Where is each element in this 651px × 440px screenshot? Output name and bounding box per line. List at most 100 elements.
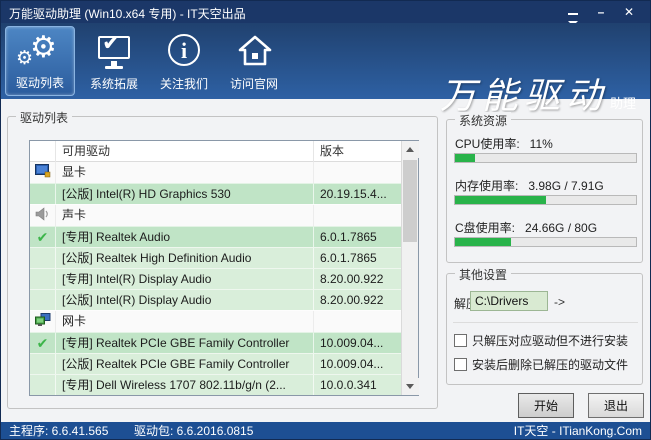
cpu-usage-label: CPU使用率: 11% — [455, 137, 553, 151]
list-body: 显卡 [公版] Intel(R) HD Graphics 530 20.19.1… — [30, 162, 401, 396]
driver-name: [公版] Realtek PCIe GBE Family Controller — [56, 353, 314, 374]
toolbar-item-follow-us[interactable]: i 关注我们 — [149, 26, 219, 96]
driver-name: [公版] Intel(R) Display Audio — [56, 290, 314, 311]
toolbar-item-label: 关注我们 — [159, 77, 208, 91]
driver-row[interactable]: [公版] Realtek High Definition Audio 6.0.1… — [30, 246, 401, 268]
browse-button[interactable]: -> — [554, 295, 566, 309]
logo-main-text: 万能驱动 — [439, 76, 608, 117]
row-status-cell — [30, 290, 56, 311]
delete-after-install-checkbox[interactable]: 安装后删除已解压的驱动文件 — [454, 356, 628, 373]
driver-name: [专用] Intel(R) Display Audio — [56, 268, 314, 290]
gpu-icon — [30, 162, 56, 184]
toolbar: ⚙ ⚙ 驱动列表 ✔ 系统拓展 i 关注我们 — [1, 23, 650, 117]
start-button[interactable]: 开始 — [518, 393, 574, 418]
toolbar-item-visit-website[interactable]: 访问官网 — [219, 26, 289, 96]
check-icon: ✔ — [30, 226, 56, 247]
cpu-usage-value: 11% — [529, 137, 553, 151]
row-status-cell — [30, 268, 56, 290]
arrow-up-icon — [406, 147, 414, 152]
driver-list-group-title: 驱动列表 — [16, 109, 73, 126]
driver-pack-version: 驱动包: 6.6.2016.0815 — [134, 424, 254, 438]
header-version[interactable]: 版本 — [320, 144, 345, 158]
scrollbar-thumb[interactable] — [403, 160, 417, 242]
driver-row[interactable]: [专用] Intel(R) Display Audio 8.20.00.922 — [30, 267, 401, 290]
version-cell — [314, 311, 401, 331]
version-cell — [314, 205, 401, 225]
network-icon — [30, 311, 56, 332]
cdisk-usage-label: C盘使用率: 24.66G / 80G — [455, 221, 598, 235]
speaker-icon — [30, 205, 56, 226]
category-label: 声卡 — [56, 205, 314, 226]
separator — [453, 322, 638, 323]
driver-list-group: 驱动列表 — [7, 109, 438, 409]
info-circle-icon: i — [149, 30, 219, 76]
exit-button[interactable]: 退出 — [588, 393, 644, 418]
category-row-network[interactable]: 网卡 — [30, 310, 401, 332]
version-cell — [314, 162, 401, 183]
driver-row[interactable]: ✔ [专用] Realtek PCIe GBE Family Controlle… — [30, 331, 401, 353]
row-status-cell — [30, 353, 56, 374]
driver-row[interactable]: [专用] Dell Wireless 1707 802.11b/g/n (2..… — [30, 373, 401, 396]
version-cell: 10.0.0.341 — [320, 377, 377, 392]
header-available-drivers[interactable]: 可用驱动 — [56, 141, 314, 162]
title-bar: 万能驱动助理 (Win10.x64 专用) - IT天空出品 – ✕ — [1, 1, 650, 26]
checkbox-icon — [454, 358, 467, 371]
checkbox-icon — [454, 334, 467, 347]
version-cell: 10.009.04... — [320, 356, 384, 371]
brand-logo: 万能驱动 助理 — [440, 67, 636, 119]
system-resources-title: 系统资源 — [455, 112, 512, 129]
cpu-usage-bar — [454, 153, 637, 163]
driver-name: [公版] Realtek High Definition Audio — [56, 247, 314, 268]
row-status-cell — [30, 184, 56, 205]
toolbar-item-driver-list[interactable]: ⚙ ⚙ 驱动列表 — [5, 26, 75, 96]
skin-menu-button[interactable] — [562, 4, 584, 26]
version-cell: 8.20.00.922 — [320, 293, 384, 308]
list-scrollbar[interactable] — [401, 141, 419, 395]
version-cell: 8.20.00.922 — [320, 271, 384, 286]
minimize-button[interactable]: – — [597, 5, 605, 19]
header-icon-column[interactable] — [30, 141, 56, 162]
category-label: 网卡 — [56, 311, 314, 332]
category-row-gpu[interactable]: 显卡 — [30, 162, 401, 184]
driver-row[interactable]: [公版] Intel(R) HD Graphics 530 20.19.15.4… — [30, 183, 401, 205]
category-label: 显卡 — [56, 162, 314, 184]
row-status-cell — [30, 374, 56, 396]
memory-usage-bar — [454, 195, 637, 205]
close-button[interactable]: ✕ — [623, 5, 635, 19]
category-row-audio[interactable]: 声卡 — [30, 204, 401, 226]
brand-text: IT天空 - ITianKong.Com — [513, 424, 642, 438]
driver-row[interactable]: [公版] Realtek PCIe GBE Family Controller … — [30, 352, 401, 374]
driver-row[interactable]: ✔ [专用] Realtek Audio 6.0.1.7865 — [30, 225, 401, 247]
scroll-down-button[interactable] — [402, 378, 419, 395]
toolbar-item-label: 驱动列表 — [15, 76, 64, 90]
extract-path-input[interactable] — [470, 291, 548, 311]
cdisk-usage-bar — [454, 237, 637, 247]
window-title: 万能驱动助理 (Win10.x64 专用) - IT天空出品 — [9, 7, 246, 21]
main-program-version: 主程序: 6.6.41.565 — [9, 424, 109, 438]
version-cell: 10.009.04... — [320, 335, 384, 350]
driver-name: [专用] Realtek PCIe GBE Family Controller — [56, 332, 314, 353]
memory-usage-label: 内存使用率: 3.98G / 7.91G — [455, 179, 604, 193]
row-status-cell — [30, 247, 56, 268]
toolbar-item-label: 系统拓展 — [89, 77, 138, 91]
arrow-down-icon — [406, 384, 414, 389]
extract-only-checkbox[interactable]: 只解压对应驱动但不进行安装 — [454, 332, 628, 349]
gears-icon: ⚙ ⚙ — [16, 31, 57, 69]
monitor-check-icon: ✔ — [79, 30, 149, 76]
driver-listview: 可用驱动 版本 显卡 [公版] Intel(R) HD Graphics 530… — [29, 140, 419, 396]
scroll-up-button[interactable] — [402, 141, 419, 158]
toolbar-item-label: 访问官网 — [229, 77, 278, 91]
logo-sub-text: 助理 — [609, 96, 636, 111]
cdisk-usage-value: 24.66G / 80G — [525, 221, 598, 235]
other-settings-group: 其他设置 解压位置 -> 只解压对应驱动但不进行安装 安装后删除已解压的驱动文件 — [446, 266, 643, 385]
list-header: 可用驱动 版本 — [30, 141, 401, 162]
driver-name: [专用] Dell Wireless 1707 802.11b/g/n (2..… — [56, 374, 314, 396]
driver-row[interactable]: [公版] Intel(R) Display Audio 8.20.00.922 — [30, 289, 401, 311]
check-icon: ✔ — [30, 332, 56, 353]
menu-bar-icon — [568, 13, 578, 15]
other-settings-title: 其他设置 — [455, 266, 512, 283]
version-cell: 6.0.1.7865 — [320, 250, 377, 265]
driver-name: [专用] Realtek Audio — [56, 226, 314, 247]
toolbar-item-system-expansion[interactable]: ✔ 系统拓展 — [79, 26, 149, 96]
